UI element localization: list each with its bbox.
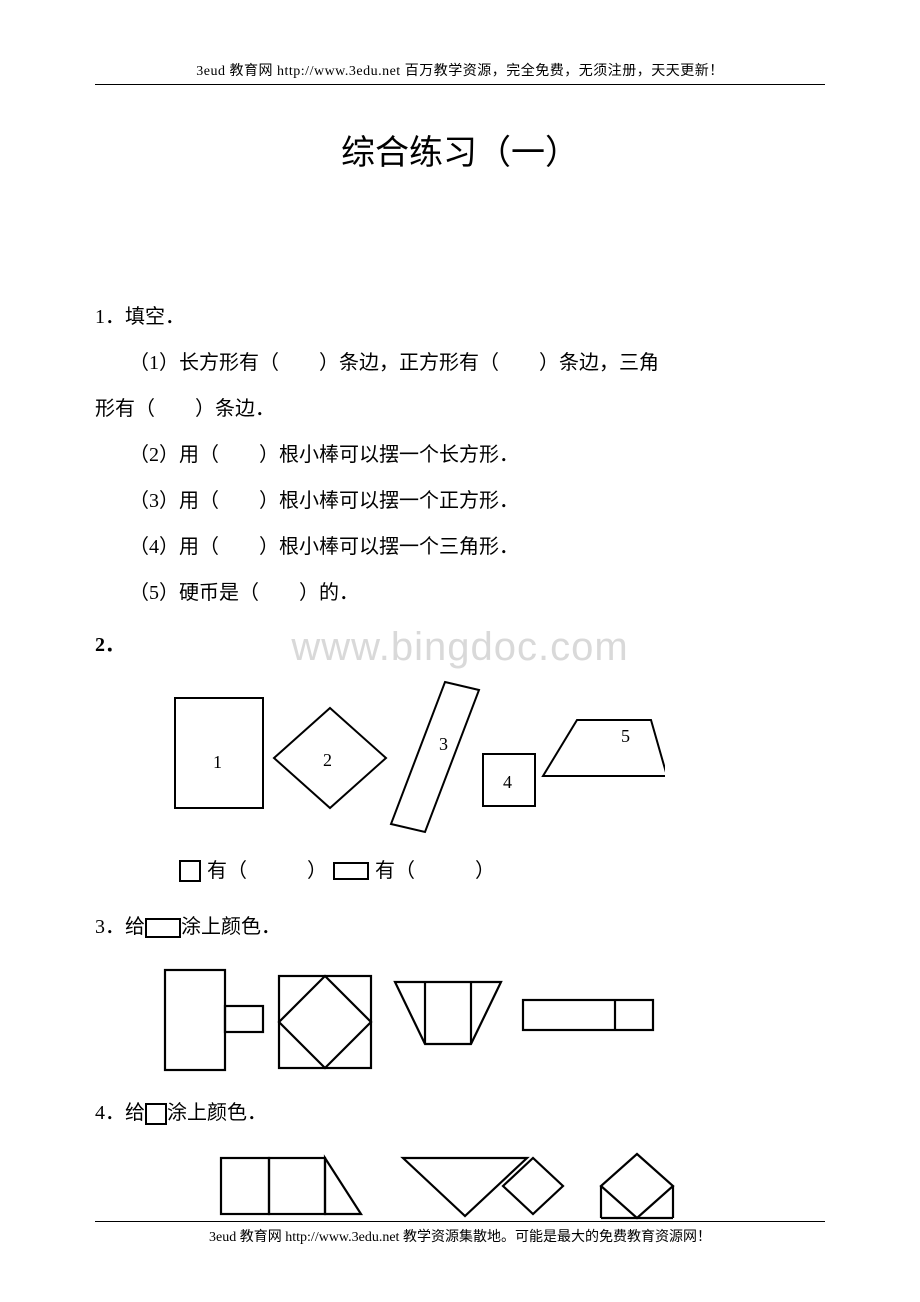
rectangle-icon	[145, 918, 181, 938]
rectangle-icon	[333, 862, 369, 880]
page-footer: 3eud 教育网 http://www.3edu.net 教学资源集散地。可能是…	[95, 1221, 825, 1246]
q1-item-4: （4）用（ ）根小棒可以摆一个三角形．	[95, 524, 825, 570]
q1-item-3: （3）用（ ）根小棒可以摆一个正方形．	[95, 478, 825, 524]
q4-prefix: 4．给	[95, 1102, 145, 1124]
q2-answer-text-2: 有（ ）	[375, 848, 495, 894]
shape-label-1: 1	[213, 752, 222, 772]
q3-shapes	[145, 962, 825, 1082]
page-header: 3eud 教育网 http://www.3edu.net 百万教学资源，完全免费…	[95, 60, 825, 85]
q4-shapes	[215, 1148, 825, 1224]
q4-suffix: 涂上颜色．	[167, 1102, 267, 1124]
question-3: 3．给 涂上颜色．	[95, 904, 825, 1082]
q1-item-1: （1）长方形有（ ）条边，正方形有（ ）条边，三角	[95, 340, 825, 386]
q2-answer-text-1: 有（ ）	[207, 848, 327, 894]
q2-shapes: 1 2 3 4 5	[145, 680, 825, 840]
square-icon	[179, 860, 201, 882]
shapes-diagram-icon: 1 2 3 4 5	[145, 680, 665, 840]
question-2: 2． 1 2 3 4 5	[95, 622, 825, 894]
page-title: 综合练习（一）	[95, 125, 825, 174]
q1-item-5: （5）硬币是（ ）的．	[95, 570, 825, 616]
q4-diagram-icon	[215, 1148, 695, 1224]
q3-diagram-icon	[145, 962, 665, 1082]
question-1: 1．填空． （1）长方形有（ ）条边，正方形有（ ）条边，三角 形有（ ）条边．…	[95, 294, 825, 616]
q1-item-1-tail: 形有（ ）条边．	[95, 386, 825, 432]
q3-suffix: 涂上颜色．	[181, 916, 281, 938]
q2-label: 2．	[95, 634, 125, 656]
shape-label-2: 2	[323, 750, 332, 770]
shape-label-5: 5	[621, 726, 630, 746]
shape-label-4: 4	[503, 772, 512, 792]
square-icon	[145, 1103, 167, 1125]
shape-label-3: 3	[439, 734, 448, 754]
q1-label: 1．填空．	[95, 294, 825, 340]
question-4: 4．给 涂上颜色．	[95, 1090, 825, 1224]
q1-item-2: （2）用（ ）根小棒可以摆一个长方形．	[95, 432, 825, 478]
q3-prefix: 3．给	[95, 916, 145, 938]
q2-answer-line: 有（ ） 有（ ）	[145, 848, 825, 894]
